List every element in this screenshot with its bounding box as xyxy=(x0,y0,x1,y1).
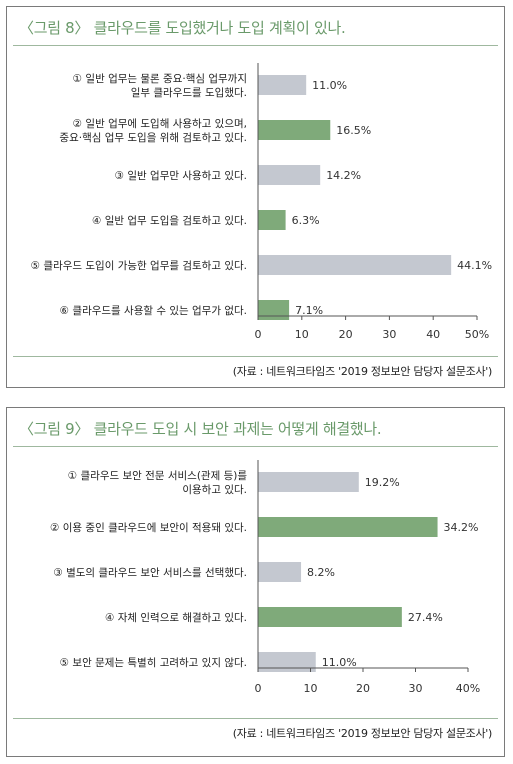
chart-panel-8: 〈그림 8〉 클라우드를 도입했거나 도입 계획이 있나. 11.0% ① 일반 … xyxy=(6,6,505,388)
data-label: 16.5% xyxy=(336,124,371,137)
tick-label: 40 xyxy=(426,328,440,341)
category-label: ③ 별도의 클라우드 보안 서비스를 선택했다. xyxy=(53,567,247,579)
data-label: 7.1% xyxy=(295,304,323,317)
category-label: ④ 자체 인력으로 해결하고 있다. xyxy=(105,611,247,624)
category-label: ⑥ 클라우드를 사용할 수 있는 업무가 없다. xyxy=(60,304,247,317)
bar xyxy=(258,75,307,95)
chart-title: 〈그림 8〉 클라우드를 도입했거나 도입 계획이 있나. xyxy=(19,19,346,37)
bar xyxy=(258,120,331,140)
bar xyxy=(258,255,452,275)
chart-source: (자료 : 네트워크타임즈 '2019 정보보안 담당자 설문조사') xyxy=(232,365,493,378)
tick-label: 0 xyxy=(255,682,262,695)
bar xyxy=(258,607,402,627)
chart-title: 〈그림 9〉 클라우드 도입 시 보안 과제는 어떻게 해결했나. xyxy=(19,420,382,438)
data-label: 8.2% xyxy=(307,566,335,579)
tick-label: 30 xyxy=(409,682,423,695)
data-label: 11.0% xyxy=(322,656,357,669)
tick-label: 40% xyxy=(456,682,480,695)
tick-label: 20 xyxy=(356,682,370,695)
category-label: ④ 일반 업무 도입을 검토하고 있다. xyxy=(92,214,247,227)
bar xyxy=(258,210,286,230)
category-label: ② 이용 중인 클라우드에 보안이 적용돼 있다. xyxy=(50,522,247,534)
chart-panel-9: 〈그림 9〉 클라우드 도입 시 보안 과제는 어떻게 해결했나. 19.2% ①… xyxy=(6,407,505,757)
category-label: ③ 일반 업무만 사용하고 있다. xyxy=(115,169,247,182)
chart-source: (자료 : 네트워크타임즈 '2019 정보보안 담당자 설문조사') xyxy=(232,727,493,740)
bar xyxy=(258,517,438,537)
category-label: ⑤ 클라우드 도입이 가능한 업무를 검토하고 있다. xyxy=(31,259,247,272)
tick-label: 10 xyxy=(295,328,309,341)
bar xyxy=(258,472,359,492)
tick-label: 0 xyxy=(255,328,262,341)
category-label: 이용하고 있다. xyxy=(182,483,247,496)
category-label: 일부 클라우드를 도입했다. xyxy=(131,86,247,99)
bar xyxy=(258,562,302,582)
category-label: ② 일반 업무에 도입해 사용하고 있으며, xyxy=(73,117,247,130)
source-rule xyxy=(13,718,498,719)
data-label: 11.0% xyxy=(312,79,347,92)
bar xyxy=(258,165,321,185)
category-label: ① 일반 업무는 물론 중요·핵심 업무까지 xyxy=(73,72,247,85)
bar xyxy=(258,652,316,672)
category-label: ① 클라우드 보안 전문 서비스(관제 등)를 xyxy=(68,470,248,482)
tick-label: 30 xyxy=(382,328,396,341)
data-label: 14.2% xyxy=(326,169,361,182)
data-label: 19.2% xyxy=(365,476,400,489)
data-label: 44.1% xyxy=(457,259,492,272)
title-rule xyxy=(13,45,498,46)
source-rule xyxy=(13,356,498,357)
category-label: ⑤ 보안 문제는 특별히 고려하고 있지 않다. xyxy=(60,656,247,669)
bar xyxy=(258,300,290,320)
tick-label: 50% xyxy=(465,328,489,341)
tick-label: 10 xyxy=(304,682,318,695)
data-label: 6.3% xyxy=(292,214,320,227)
category-label: 중요·핵심 업무 도입을 위해 검토하고 있다. xyxy=(59,131,247,144)
tick-label: 20 xyxy=(339,328,353,341)
data-label: 27.4% xyxy=(408,611,443,624)
data-label: 34.2% xyxy=(444,521,479,534)
title-rule xyxy=(13,446,498,447)
